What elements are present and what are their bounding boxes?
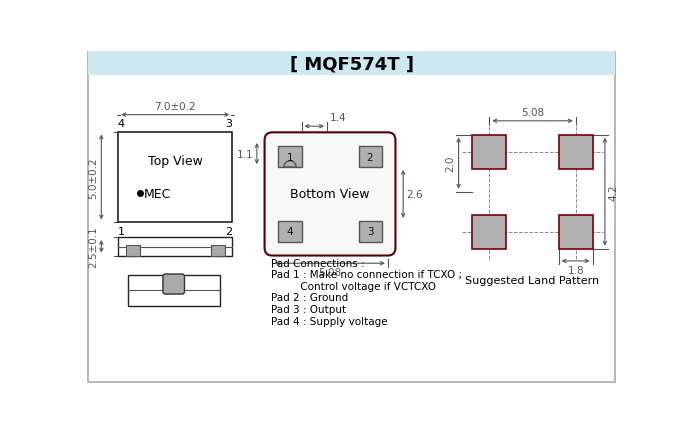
Text: 7.0±0.2: 7.0±0.2 <box>154 101 196 111</box>
Bar <box>558 215 593 249</box>
Text: 4.2: 4.2 <box>608 184 619 200</box>
Text: 2.6: 2.6 <box>406 190 423 200</box>
Text: Pad 2 : Ground: Pad 2 : Ground <box>271 293 348 303</box>
Bar <box>558 135 593 169</box>
Text: 2.0: 2.0 <box>445 156 456 172</box>
Text: Suggested Land Pattern: Suggested Land Pattern <box>466 275 600 285</box>
Text: MEC: MEC <box>143 187 171 200</box>
Text: [ MQF574T ]: [ MQF574T ] <box>289 55 414 73</box>
Bar <box>128 275 220 306</box>
Text: Pad 4 : Supply voltage: Pad 4 : Supply voltage <box>271 316 388 326</box>
Bar <box>126 246 140 256</box>
Text: 5.08: 5.08 <box>521 108 544 118</box>
Bar <box>473 215 506 249</box>
Bar <box>279 147 302 168</box>
Bar <box>88 52 615 75</box>
Text: 2: 2 <box>367 152 373 162</box>
Text: 5.08: 5.08 <box>318 267 342 277</box>
Bar <box>473 135 506 169</box>
Text: Bottom View: Bottom View <box>290 188 370 201</box>
Text: Pad Connections :: Pad Connections : <box>271 258 364 268</box>
FancyBboxPatch shape <box>265 133 395 256</box>
Text: 2.5±0.1: 2.5±0.1 <box>88 226 98 267</box>
Bar <box>211 246 224 256</box>
Bar <box>118 132 233 223</box>
Text: 4: 4 <box>287 227 294 237</box>
Bar <box>118 237 233 256</box>
Text: Pad 1 : Make no connection if TCXO ;: Pad 1 : Make no connection if TCXO ; <box>271 270 462 280</box>
Text: Pad 3 : Output: Pad 3 : Output <box>271 304 346 314</box>
Text: 1: 1 <box>287 152 294 162</box>
Text: 1.1: 1.1 <box>237 149 254 159</box>
Bar <box>279 221 302 242</box>
Text: Control voltage if VCTCXO: Control voltage if VCTCXO <box>271 281 436 291</box>
Text: Top View: Top View <box>147 155 202 168</box>
Text: 3: 3 <box>367 227 373 237</box>
Text: 4: 4 <box>118 119 125 129</box>
Text: 3: 3 <box>226 119 233 129</box>
FancyBboxPatch shape <box>163 274 185 295</box>
Text: 2: 2 <box>226 226 233 236</box>
Text: 5.0±0.2: 5.0±0.2 <box>88 157 98 198</box>
Bar <box>359 147 381 168</box>
Text: 1: 1 <box>118 226 125 236</box>
Text: 1.8: 1.8 <box>567 265 584 275</box>
Wedge shape <box>284 161 296 168</box>
Text: 1.4: 1.4 <box>330 113 346 123</box>
Bar <box>359 221 381 242</box>
